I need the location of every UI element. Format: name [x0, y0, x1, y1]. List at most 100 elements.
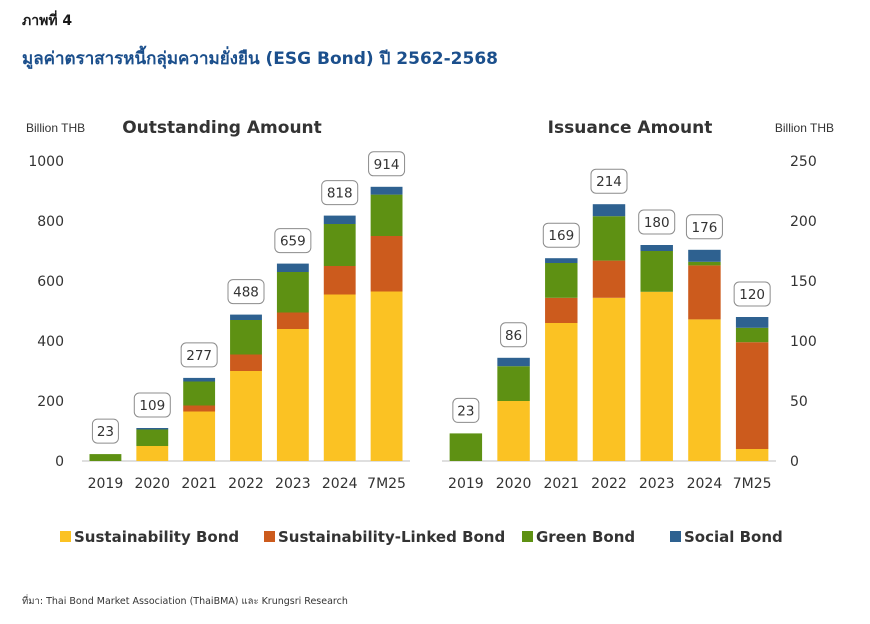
outstanding-x-tick: 2023 — [275, 476, 311, 492]
issuance-x-tick: 2023 — [639, 476, 675, 492]
issuance-total-box — [638, 209, 676, 235]
outstanding-y-tick: 200 — [37, 394, 64, 410]
outstanding-bar-segment — [323, 266, 356, 295]
outstanding-bar-segment — [276, 329, 309, 461]
outstanding-total-box — [274, 228, 312, 254]
issuance-total-box — [685, 214, 723, 240]
issuance-bar-segment — [735, 449, 769, 461]
issuance-bar-segment — [640, 291, 673, 461]
outstanding-bar-segment — [230, 314, 262, 320]
outstanding-bar-segment — [183, 411, 216, 461]
issuance-bar-segment — [735, 342, 769, 449]
outstanding-x-tick: 2021 — [181, 476, 217, 492]
outstanding-total-box — [180, 342, 218, 368]
outstanding-x-tick: 7M25 — [367, 476, 406, 492]
issuance-bar-segment — [592, 297, 626, 461]
outstanding-bar-segment — [230, 371, 262, 461]
outstanding-y-tick: 800 — [37, 214, 64, 230]
issuance-bar-segment — [688, 265, 721, 320]
outstanding-total-box — [91, 418, 119, 444]
legend-label: Green Bond — [536, 528, 635, 546]
issuance-bar-segment — [545, 258, 578, 263]
issuance-title: Issuance Amount — [548, 118, 713, 138]
issuance-bar-segment — [640, 245, 673, 251]
outstanding-bar-segment — [370, 194, 403, 236]
legend-swatch — [522, 531, 533, 542]
outstanding-total-label: 818 — [327, 186, 353, 202]
chart-area: Outstanding Amount Billion THB 0 200 400 600 8… — [26, 118, 834, 546]
outstanding-bar-segment — [276, 263, 309, 272]
issuance-total-box — [542, 222, 580, 248]
outstanding-bar-segment — [183, 377, 216, 382]
outstanding-total-label: 659 — [280, 234, 306, 250]
legend-label: Sustainability-Linked Bond — [278, 528, 505, 546]
issuance-bar-segment — [545, 323, 578, 461]
legend-label: Social Bond — [684, 528, 783, 546]
issuance-total-label: 180 — [644, 215, 670, 231]
issuance-bar-segment — [592, 216, 626, 261]
issuance-total-label: 176 — [692, 220, 718, 236]
issuance-y-tick: 250 — [790, 154, 817, 170]
outstanding-total-box — [321, 180, 359, 206]
issuance-bar-segment — [592, 204, 626, 217]
issuance-total-box — [500, 322, 528, 348]
issuance-x-tick: 2021 — [543, 476, 579, 492]
legend-swatch — [670, 531, 681, 542]
issuance-x-tick: 2019 — [448, 476, 484, 492]
legend-label: Sustainability Bond — [74, 528, 239, 546]
figure-label: ภาพที่ 4 — [22, 13, 73, 29]
issuance-x-tick: 2022 — [591, 476, 627, 492]
outstanding-bar-segment — [276, 272, 309, 313]
outstanding-total-box — [133, 392, 171, 418]
issuance-unit-label: Billion THB — [775, 121, 834, 135]
outstanding-x-tick: 2024 — [322, 476, 358, 492]
issuance-total-box — [590, 168, 628, 194]
issuance-bar-segment — [735, 327, 769, 343]
outstanding-bar-segment — [136, 428, 169, 430]
issuance-y-tick: 50 — [790, 394, 808, 410]
issuance-total-box — [733, 281, 771, 307]
outstanding-x-tick: 2022 — [228, 476, 264, 492]
issuance-total-label: 214 — [596, 174, 622, 190]
outstanding-bar-segment — [370, 186, 403, 195]
issuance-chart: Issuance Amount Billion THB 0 50 100 150 200 25… — [442, 118, 834, 492]
outstanding-y-tick: 0 — [55, 454, 64, 470]
outstanding-bar-segment — [136, 446, 169, 461]
outstanding-total-box — [368, 151, 406, 177]
outstanding-total-label: 109 — [139, 398, 165, 414]
outstanding-y-tick: 600 — [37, 274, 64, 290]
issuance-bar-segment — [545, 263, 578, 298]
issuance-x-tick: 2024 — [687, 476, 723, 492]
outstanding-unit-label: Billion THB — [26, 121, 85, 135]
issuance-bar-segment — [640, 251, 673, 292]
outstanding-bar-segment — [230, 354, 262, 371]
outstanding-bar-segment — [370, 291, 403, 461]
outstanding-y-tick: 400 — [37, 334, 64, 350]
issuance-y-tick: 100 — [790, 334, 817, 350]
issuance-bar-segment — [497, 357, 530, 367]
issuance-x-tick: 2020 — [496, 476, 532, 492]
issuance-bar-segment — [497, 366, 530, 401]
outstanding-bar-segment — [323, 215, 356, 224]
outstanding-total-label: 914 — [374, 157, 400, 173]
issuance-x-tick: 7M25 — [733, 476, 772, 492]
outstanding-bar-segment — [136, 429, 169, 446]
issuance-bar-segment — [545, 297, 578, 323]
outstanding-bar-segment — [323, 294, 356, 461]
issuance-bar-segment — [688, 249, 721, 262]
outstanding-bar-segment — [370, 236, 403, 292]
legend: Sustainability Bond Sustainability-Linked… — [60, 528, 783, 546]
outstanding-bar-segment — [276, 312, 309, 329]
issuance-bar-segment — [497, 401, 530, 461]
issuance-bar-segment — [735, 317, 769, 328]
issuance-total-label: 86 — [505, 328, 522, 344]
outstanding-total-label: 277 — [186, 348, 212, 364]
source-note: ที่มา: Thai Bond Market Association (Tha… — [22, 596, 348, 607]
outstanding-bar-segment — [183, 405, 216, 412]
outstanding-title: Outstanding Amount — [122, 118, 322, 138]
issuance-y-tick: 0 — [790, 454, 799, 470]
issuance-total-label: 23 — [457, 403, 474, 419]
outstanding-bar-segment — [183, 381, 216, 406]
issuance-bar-segment — [688, 319, 721, 461]
outstanding-x-tick: 2019 — [88, 476, 124, 492]
